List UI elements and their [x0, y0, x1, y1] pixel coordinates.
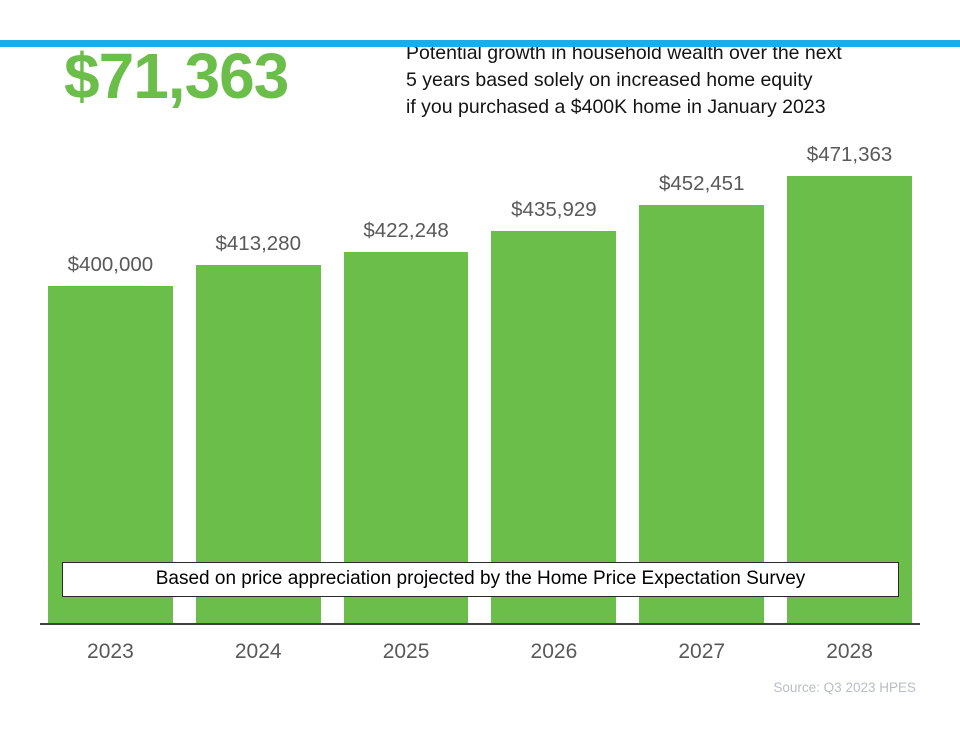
headline-description: Potential growth in household wealth ove… [406, 34, 842, 121]
bars: $400,000 $413,280 $422,248 $435,929 $452,451… [48, 131, 912, 623]
x-tick-label: 2025 [382, 639, 430, 663]
bar-column: $471,363 [787, 143, 912, 623]
x-tick-label: 2023 [87, 639, 134, 663]
description-line-1: Potential growth in household wealth ove… [406, 42, 842, 64]
x-tick-label: 2027 [678, 639, 726, 663]
bar-chart: $400,000 $413,280 $422,248 $435,929 $452,451… [48, 131, 912, 623]
description-line-3: if you purchased a $400K home in January… [406, 95, 826, 118]
bar-value-label: $452,451 [658, 171, 745, 195]
bar-column: $422,248 [343, 218, 469, 623]
top-accent-bar [0, 40, 960, 47]
note-box: Based on price appreciation projected by… [62, 561, 899, 597]
bar [639, 204, 765, 623]
headline-value: $71,363 [64, 40, 289, 112]
bar [491, 230, 617, 623]
x-axis-line [40, 622, 920, 625]
bar [787, 175, 912, 623]
x-ticks: 2023 2024 2025 2026 2027 2028 [48, 625, 912, 664]
description-line-2: 5 years based solely on increased home e… [406, 68, 813, 91]
bar [343, 251, 469, 623]
bar-column: $435,929 [491, 197, 617, 623]
bar-value-label: $413,280 [215, 231, 301, 255]
bar-value-label: $471,363 [806, 142, 893, 166]
bar-value-label: $435,929 [511, 197, 597, 221]
x-tick-label: 2028 [826, 639, 873, 663]
source-credit: Source: Q3 2023 HPES [773, 679, 916, 695]
x-tick-label: 2024 [234, 639, 282, 663]
bar-value-label: $422,248 [363, 218, 449, 242]
header: $71,363 Potential growth in household we… [64, 34, 896, 121]
x-tick-label: 2026 [530, 639, 578, 663]
bar-value-label: $400,000 [67, 252, 154, 276]
bar-column: $452,451 [639, 171, 765, 623]
